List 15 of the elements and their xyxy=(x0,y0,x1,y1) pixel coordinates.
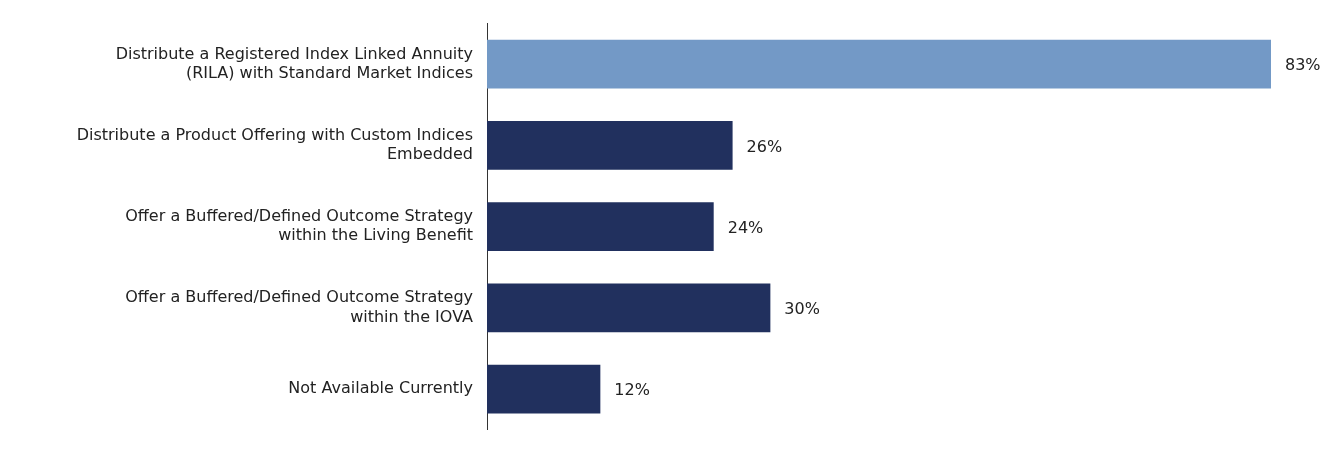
y-tick-label: Offer a Buffered/Defined Outcome Strategy within the IOVA xyxy=(125,287,474,326)
y-tick-label: Offer a Buffered/Defined Outcome Strategy within the Living Benefit xyxy=(125,206,473,245)
data-label: 26% xyxy=(746,136,783,156)
data-label: 24% xyxy=(727,217,764,237)
y-tick-label: Distribute a Product Offering with Custom Indices Embedded xyxy=(76,125,473,164)
data-label: 12% xyxy=(614,380,650,400)
bar xyxy=(487,283,771,333)
bar xyxy=(487,364,601,414)
data-label: 83% xyxy=(1285,55,1321,75)
bar xyxy=(487,202,714,252)
bar xyxy=(487,121,733,170)
y-tick-label: Not Available Currently xyxy=(288,378,473,398)
y-tick-label: Distribute a Registered Index Linked Annuity (RILA) with Standard Market Indices xyxy=(115,43,473,82)
bar xyxy=(487,39,1271,89)
data-label: 30% xyxy=(784,299,820,319)
